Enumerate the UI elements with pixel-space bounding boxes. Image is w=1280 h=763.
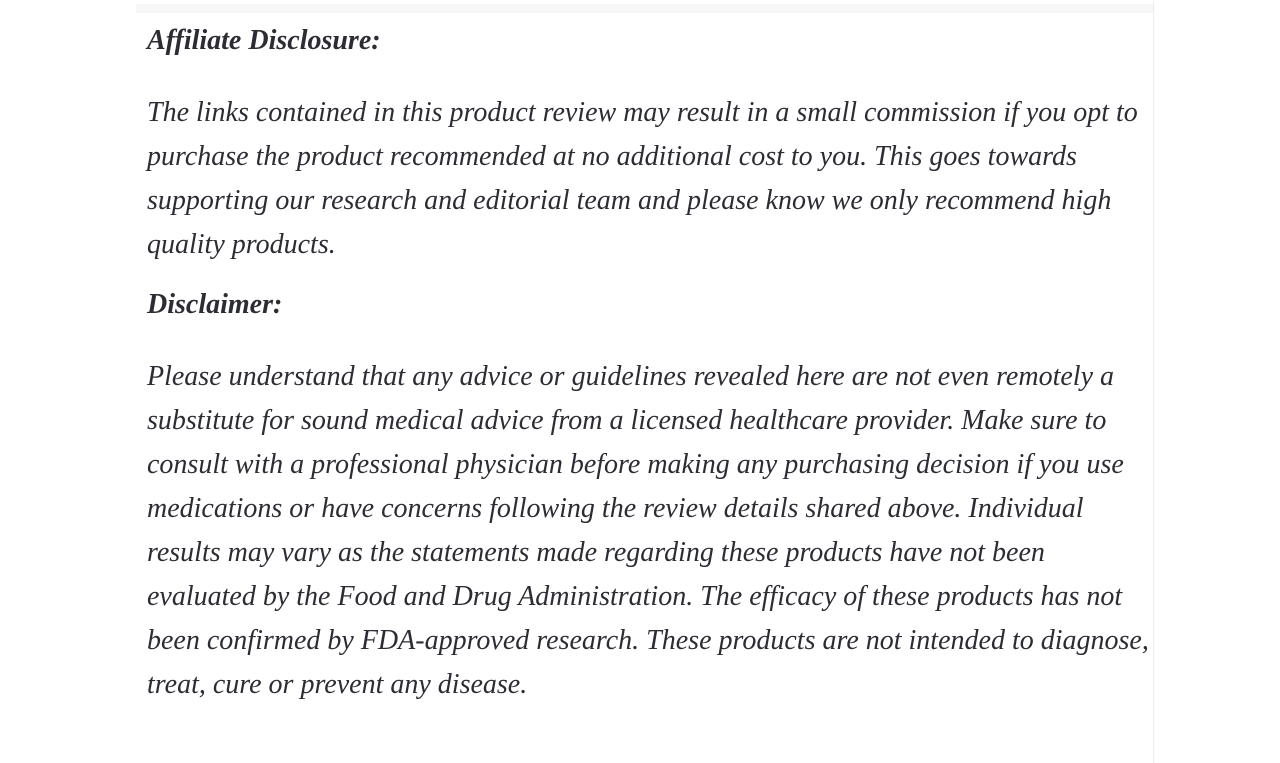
disclaimer-heading: Disclaimer:: [147, 289, 283, 320]
affiliate-disclosure-paragraph: The links contained in this product revi…: [147, 97, 1138, 260]
disclaimer-paragraph: Please understand that any advice or gui…: [147, 361, 1149, 700]
top-edge-strip: [136, 4, 1153, 13]
article-content: Affiliate Disclosure: The links containe…: [147, 0, 1152, 707]
affiliate-disclosure-heading: Affiliate Disclosure:: [147, 25, 381, 56]
content-column-divider: [1153, 0, 1154, 763]
